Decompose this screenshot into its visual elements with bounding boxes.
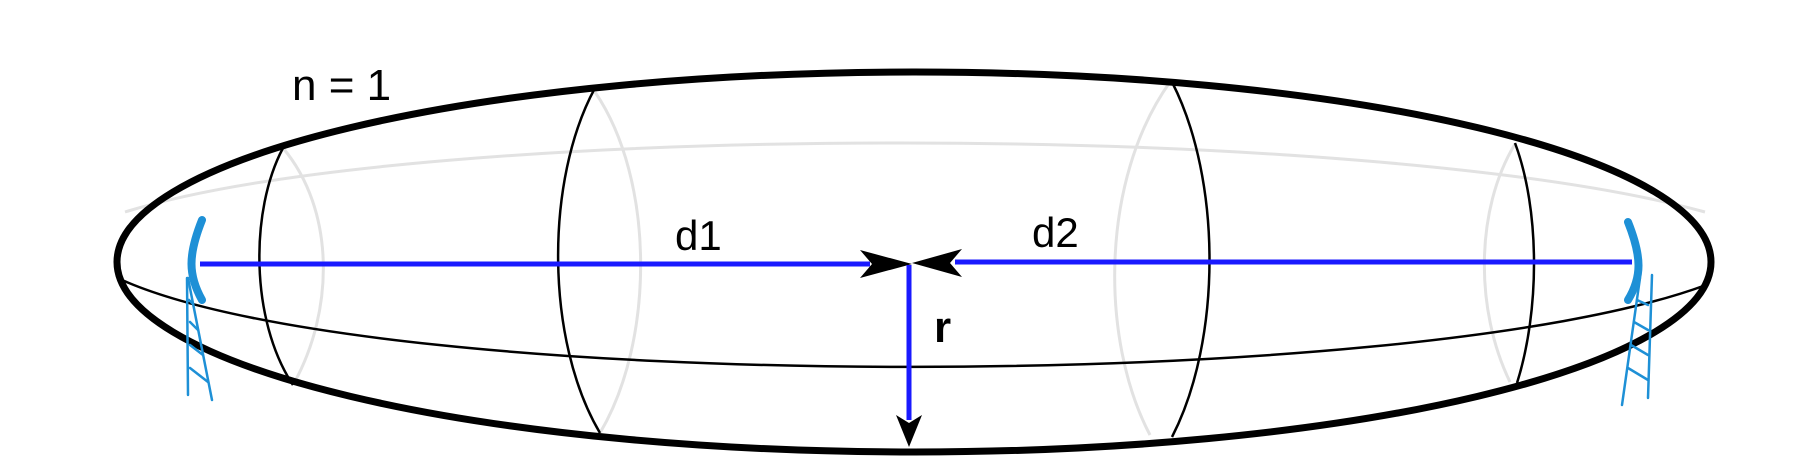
ellipsoid-back-rim [124,141,1706,214]
order-label: n = 1 [292,61,391,110]
hidden-edges [124,81,1706,436]
radius-label: r [934,303,951,352]
d2-arrowhead [912,249,962,277]
cross-section-back-2 [593,91,643,434]
cross-section-back-3 [1113,81,1172,436]
d1-label: d1 [675,212,722,259]
d2-label: d2 [1032,209,1079,256]
ellipsoid-front-rim [121,278,1707,369]
d1-arrowhead [860,250,912,278]
antenna-tower-icon [1620,218,1654,407]
fresnel-ellipsoid-outline [113,68,1715,456]
antenna-tower-icon [185,216,214,402]
cross-section-front-2 [556,87,602,434]
radius-arrowhead [896,415,922,447]
